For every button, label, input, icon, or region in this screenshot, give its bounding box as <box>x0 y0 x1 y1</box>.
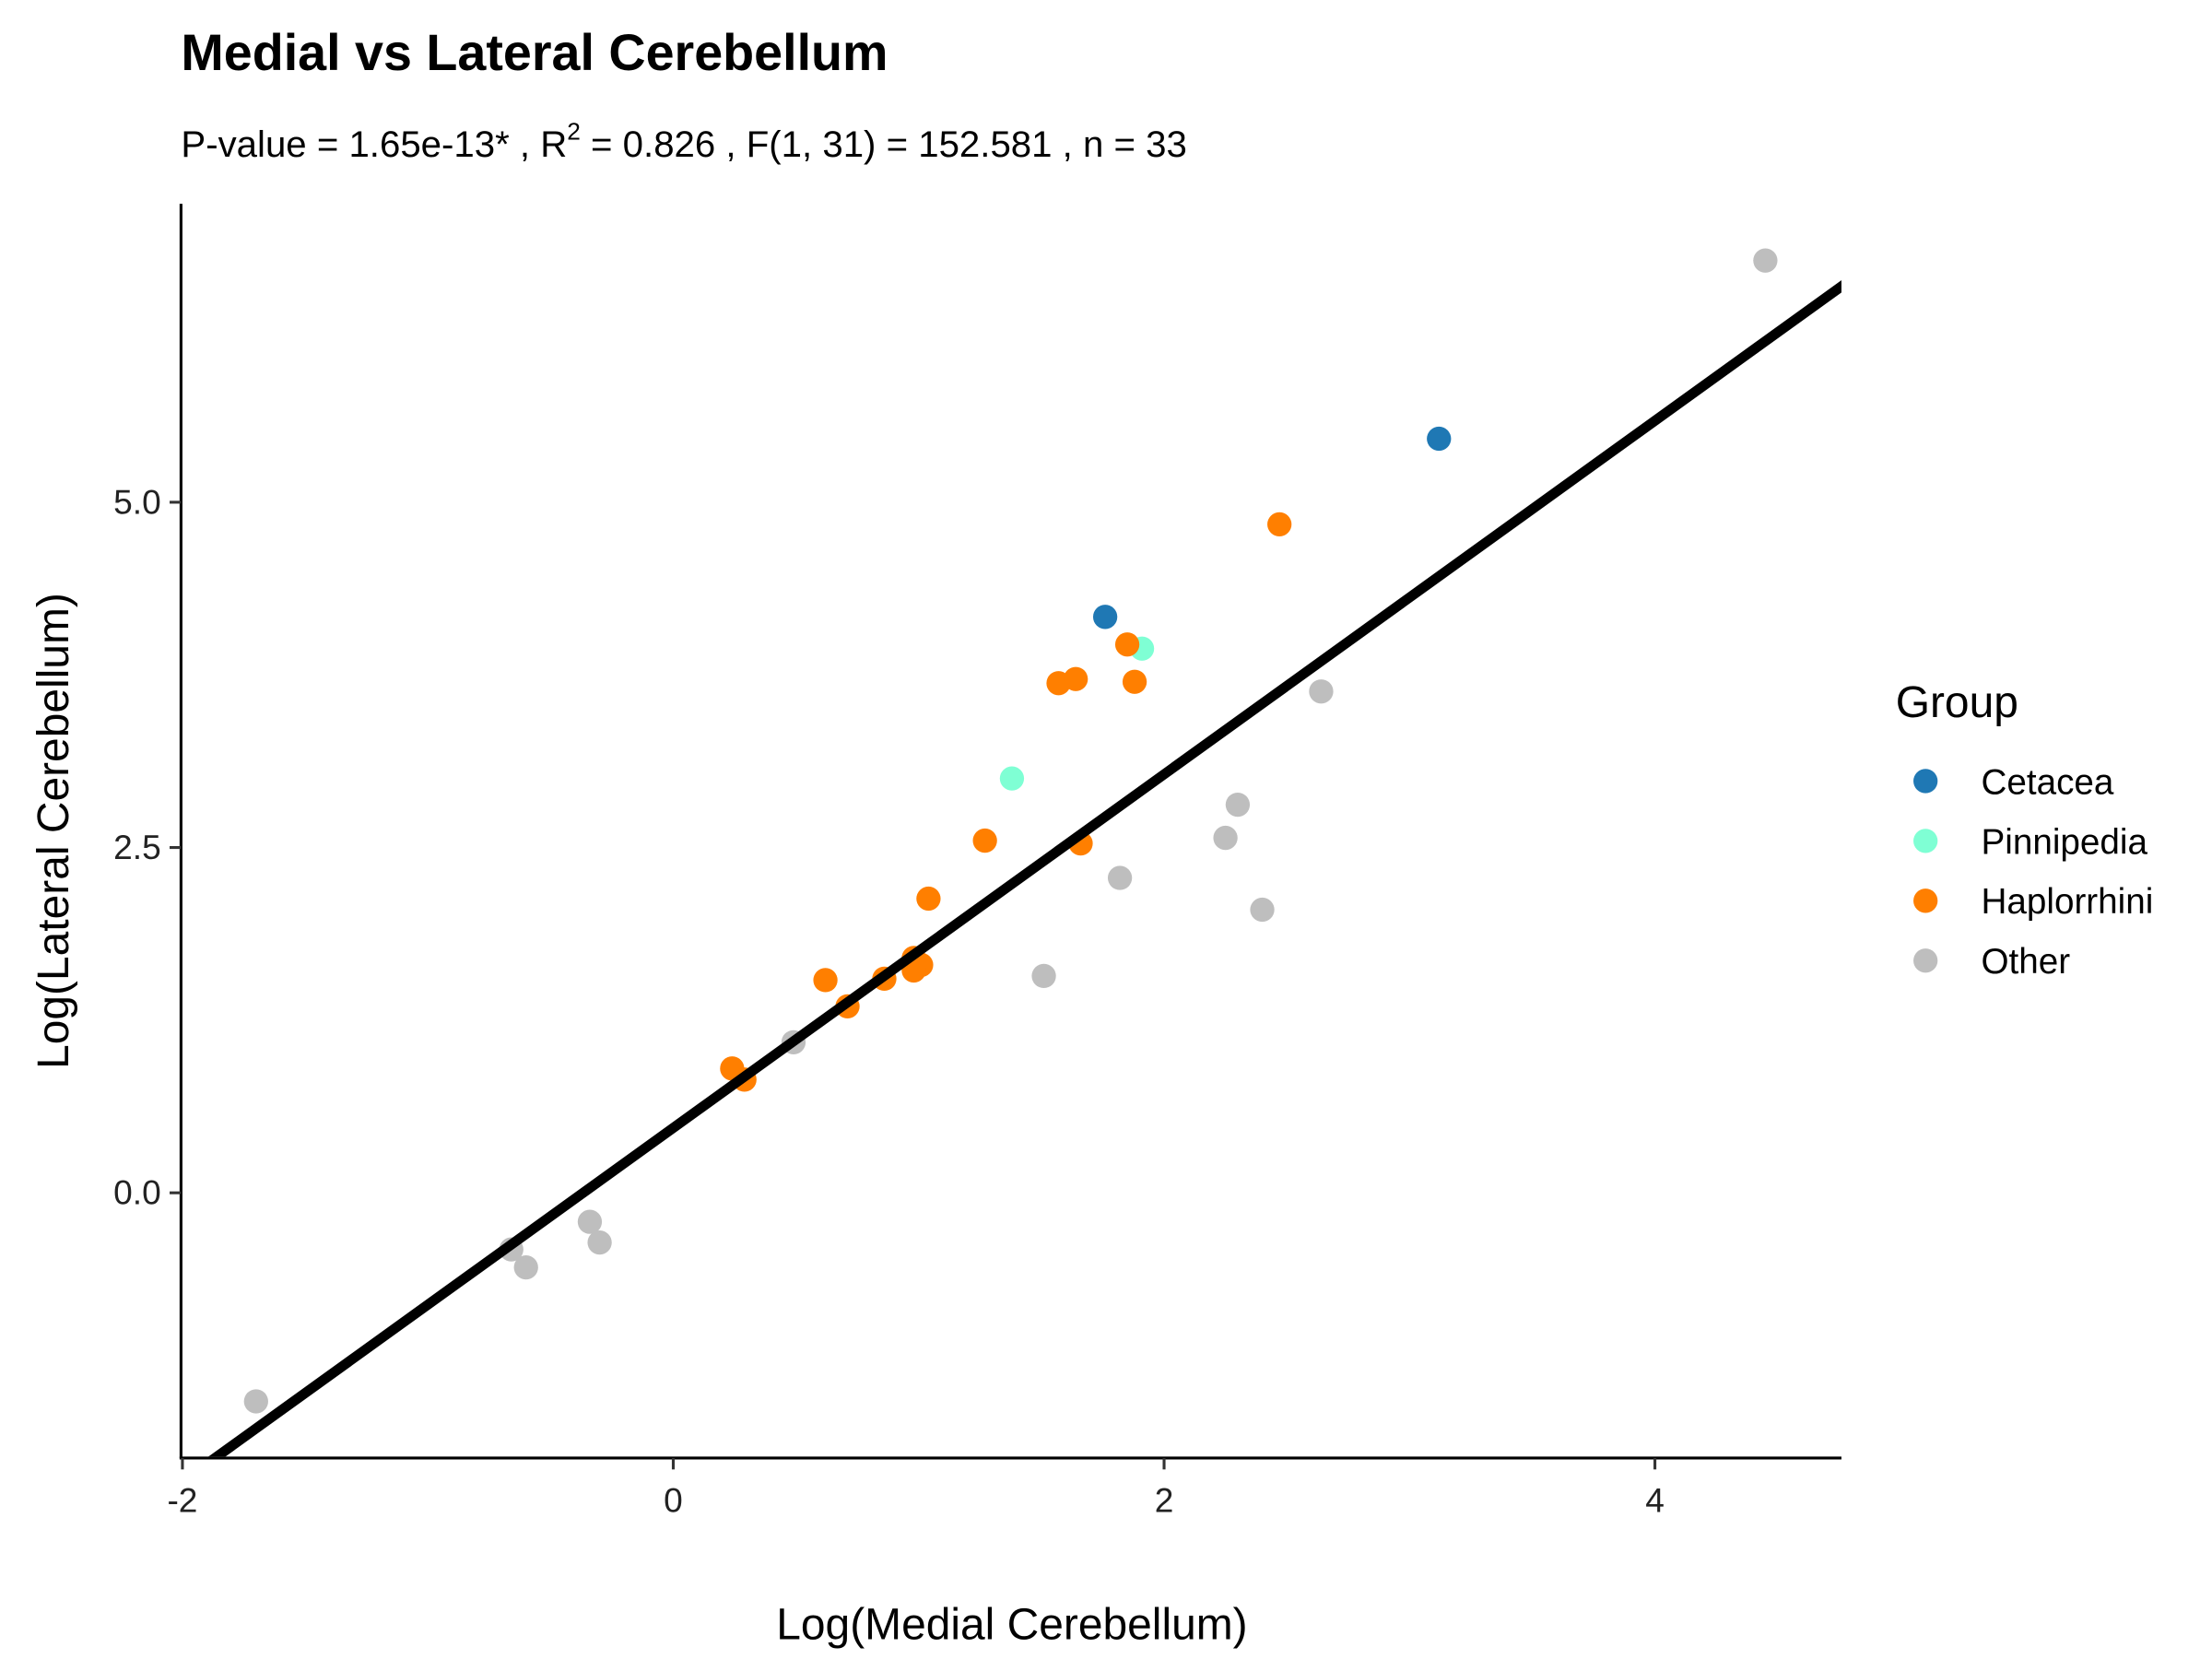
regression-line <box>208 280 1841 1457</box>
data-point-haplorrhini <box>916 886 941 912</box>
data-point-other <box>1213 825 1238 851</box>
data-point-other <box>513 1254 538 1280</box>
data-point-other <box>1753 248 1778 273</box>
data-point-haplorrhini <box>813 968 838 993</box>
data-point-other <box>1250 897 1275 923</box>
x-tick-label: 2 <box>1155 1481 1174 1520</box>
legend-key-haplorrhini <box>1913 888 1938 913</box>
x-axis-label: Log(Medial Cerebellum) <box>776 1600 1247 1649</box>
subtitle-part-1: P-value = 1.65e-13* , R <box>181 124 567 165</box>
plot-area <box>208 248 1841 1457</box>
legend-title: Group <box>1896 678 2018 727</box>
y-tick-label: 2.5 <box>113 828 161 866</box>
data-point-cetacea <box>1092 605 1118 629</box>
legend-label-other: Other <box>1981 942 2070 982</box>
data-point-cetacea <box>1427 426 1452 452</box>
data-point-haplorrhini <box>1064 666 1088 691</box>
subtitle-superscript: 2 <box>567 118 581 146</box>
y-tick-label: 0.0 <box>113 1173 161 1212</box>
y-tick-label: 5.0 <box>113 482 161 521</box>
legend-key-other <box>1913 948 1938 973</box>
data-point-other <box>243 1389 268 1414</box>
y-axis-label: Log(Lateral Cerebellum) <box>29 593 78 1069</box>
legend-key-pinnipedia <box>1913 829 1938 853</box>
x-tick-label: -2 <box>167 1481 197 1520</box>
chart-title: Medial vs Lateral Cerebellum <box>181 24 888 81</box>
legend-label-haplorrhini: Haplorrhini <box>1981 882 2153 922</box>
data-point-haplorrhini <box>1114 632 1140 657</box>
legend: Group Cetacea Pinnipedia Haplorrhini Other <box>1896 678 2154 982</box>
legend-label-cetacea: Cetacea <box>1981 762 2113 802</box>
data-point-other <box>1225 792 1251 818</box>
data-point-other <box>1031 963 1056 989</box>
data-point-other <box>587 1230 612 1255</box>
axis-ticks: -2 0 2 4 0.0 2.5 5.0 <box>113 482 1665 1519</box>
x-tick-label: 4 <box>1645 1481 1665 1520</box>
data-point-haplorrhini <box>1122 669 1147 694</box>
data-point-haplorrhini <box>1267 512 1292 537</box>
data-point-pinnipedia <box>999 766 1025 791</box>
x-tick-label: 0 <box>664 1481 683 1520</box>
data-point-other <box>577 1209 603 1234</box>
data-point-other <box>1309 679 1334 704</box>
data-point-haplorrhini <box>972 828 997 853</box>
chart-subtitle: P-value = 1.65e-13* , R2 = 0.826 , F(1, … <box>181 118 1186 166</box>
legend-label-pinnipedia: Pinnipedia <box>1981 822 2147 862</box>
legend-key-cetacea <box>1913 769 1938 794</box>
subtitle-part-2: = 0.826 , F(1, 31) = 152.581 , n = 33 <box>581 124 1187 165</box>
data-point-other <box>1107 865 1133 890</box>
